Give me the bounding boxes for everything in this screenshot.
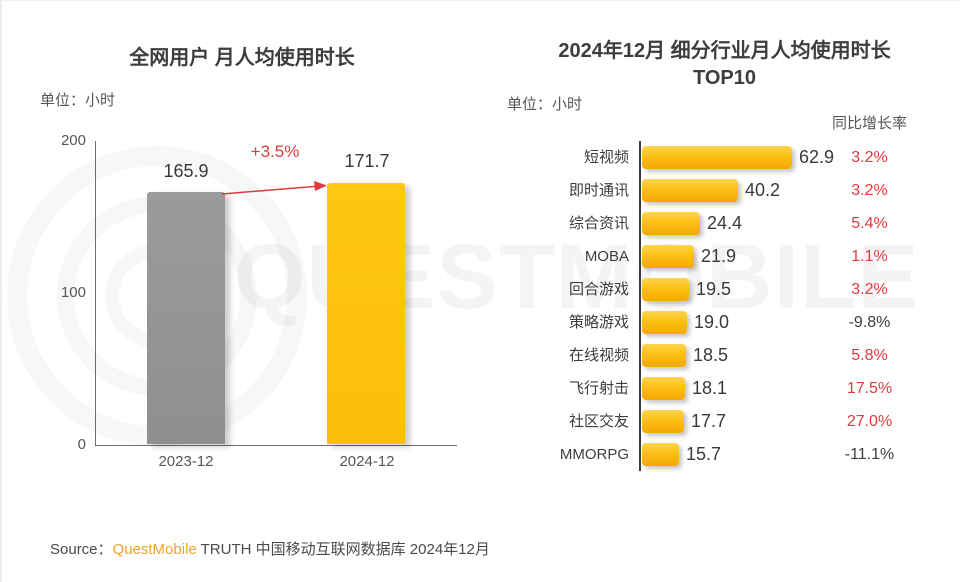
bar-2023-12 <box>147 192 225 444</box>
left-chart-y-axis <box>95 141 96 445</box>
category-value: 24.4 <box>707 213 743 233</box>
y-tick-200: 200 <box>60 132 86 149</box>
table-row: 在线视频 18.5 5.8% <box>492 339 957 372</box>
y-tick-100: 100 <box>60 284 86 301</box>
growth-rate-value: 5.8% <box>851 347 888 364</box>
growth-rate-value: 27.0% <box>846 413 893 430</box>
category-bar <box>642 410 684 433</box>
bar-2024-12 <box>327 183 405 444</box>
source-prefix: Source： <box>50 541 113 558</box>
table-row: 飞行射击 18.1 17.5% <box>492 372 957 405</box>
x-category-2024-12: 2024-12 <box>339 453 395 470</box>
growth-rate-value: 5.4% <box>851 215 888 232</box>
growth-rate-value: 3.2% <box>851 149 888 166</box>
left-chart-unit-label: 单位：小时 <box>40 92 116 109</box>
category-bar <box>642 377 685 400</box>
table-row: MMORPG 15.7 -11.1% <box>492 438 957 471</box>
growth-rate-value: -11.1% <box>844 446 895 463</box>
bar-value-2023-12: 165.9 <box>163 161 209 181</box>
category-label: 短视频 <box>583 149 629 166</box>
source-line: Source：QuestMobile TRUTH 中国移动互联网数据库 2024… <box>50 538 490 559</box>
category-label: 社区交友 <box>568 413 629 430</box>
left-chart-x-axis <box>95 445 457 446</box>
category-value: 18.5 <box>693 345 729 365</box>
category-value: 15.7 <box>686 444 722 464</box>
category-label: MMORPG <box>559 446 629 463</box>
table-row: 策略游戏 19.0 -9.8% <box>492 306 957 339</box>
category-bar <box>642 245 694 268</box>
category-label: 即时通讯 <box>568 182 629 199</box>
growth-rate-value: 1.1% <box>851 248 888 265</box>
category-value: 40.2 <box>745 180 781 200</box>
category-label: 综合资讯 <box>568 215 629 232</box>
category-label: 飞行射击 <box>568 380 629 397</box>
table-row: 回合游戏 19.5 3.2% <box>492 273 957 306</box>
growth-rate-column-header: 同比增长率 <box>831 115 907 132</box>
source-rest: TRUTH 中国移动互联网数据库 2024年12月 <box>196 541 490 558</box>
right-chart-title-line2: TOP10 <box>693 67 756 89</box>
table-row: 短视频 62.9 3.2% <box>492 141 957 174</box>
x-category-2023-12: 2023-12 <box>158 453 214 470</box>
industry-bar-list: 短视频 62.9 3.2% 即时通讯 40.2 3.2% 综合资讯 24.4 5… <box>492 141 957 471</box>
category-value: 62.9 <box>799 147 835 167</box>
category-label: 策略游戏 <box>568 314 629 331</box>
category-label: 在线视频 <box>568 347 629 364</box>
table-row: 社区交友 17.7 27.0% <box>492 405 957 438</box>
category-bar <box>642 212 700 235</box>
category-value: 19.5 <box>696 279 732 299</box>
category-label: 回合游戏 <box>568 281 629 298</box>
category-label: MOBA <box>584 248 629 265</box>
growth-rate-value: 3.2% <box>851 182 888 199</box>
table-row: 即时通讯 40.2 3.2% <box>492 174 957 207</box>
right-chart-unit-label: 单位：小时 <box>507 96 583 113</box>
growth-rate-value: -9.8% <box>848 314 891 331</box>
growth-rate-value: 3.2% <box>851 281 888 298</box>
category-value: 18.1 <box>692 378 728 398</box>
right-chart-title: 2024年12月 细分行业月人均使用时长 TOP10 <box>492 38 957 92</box>
right-chart-category-axis <box>639 141 641 471</box>
growth-arrow-icon <box>221 181 327 195</box>
table-row: 综合资讯 24.4 5.4% <box>492 207 957 240</box>
growth-annotation: +3.5% <box>250 142 300 161</box>
category-bar <box>642 311 687 334</box>
y-tick-0: 0 <box>77 436 86 453</box>
growth-rate-value: 17.5% <box>846 380 893 397</box>
category-value: 21.9 <box>701 246 737 266</box>
category-value: 19.0 <box>694 312 730 332</box>
category-bar <box>642 179 738 202</box>
right-chart-title-line1: 2024年12月 细分行业月人均使用时长 <box>558 40 891 62</box>
category-bar <box>642 344 686 367</box>
table-row: MOBA 21.9 1.1% <box>492 240 957 273</box>
left-chart-title: 全网用户 月人均使用时长 <box>129 47 355 69</box>
bar-value-2024-12: 171.7 <box>344 151 390 171</box>
category-bar <box>642 278 689 301</box>
category-value: 17.7 <box>691 411 727 431</box>
source-brand: QuestMobile <box>112 541 197 558</box>
category-bar <box>642 443 679 466</box>
category-bar <box>642 146 792 169</box>
